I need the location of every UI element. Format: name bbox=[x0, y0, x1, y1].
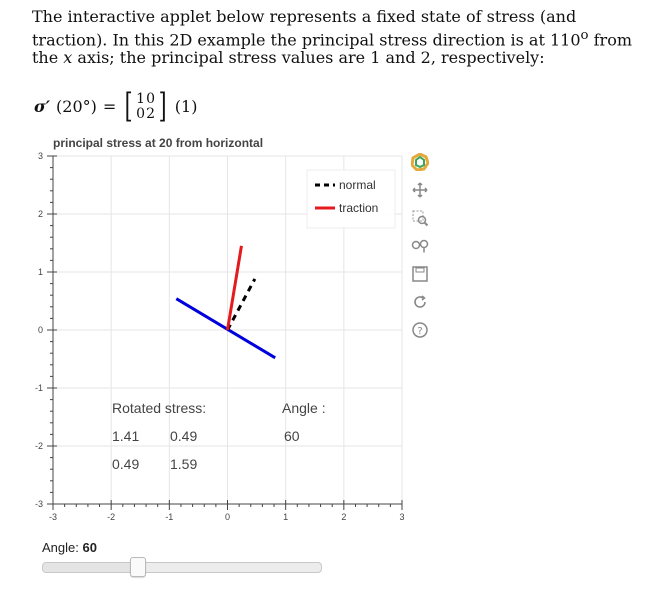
y-tick-label: 1 bbox=[38, 267, 43, 277]
y-tick-label: 3 bbox=[38, 151, 43, 161]
equation-argument: (20°) bbox=[56, 96, 97, 116]
matrix-cell: 2 bbox=[146, 106, 155, 122]
legend-label-normal: normal bbox=[339, 178, 376, 192]
plane-vector bbox=[175, 297, 276, 360]
y-tick-label: 2 bbox=[38, 209, 43, 219]
rotated-stress-value: 0.49 bbox=[170, 428, 197, 444]
matrix-cell: 0 bbox=[136, 106, 145, 122]
equals-sign: = bbox=[102, 96, 117, 116]
sigma-symbol: σ′ bbox=[34, 96, 51, 116]
intro-text-2: from the bbox=[32, 29, 632, 68]
principal-matrix: [ 1 0 0 2 ] bbox=[122, 89, 169, 123]
angle-annotation-label: Angle : bbox=[282, 400, 326, 416]
intro-text-1: The interactive applet below represents … bbox=[32, 7, 581, 49]
rotated-stress-value: 1.41 bbox=[112, 428, 139, 444]
angle-slider-fill bbox=[43, 563, 136, 572]
x-tick-label: 3 bbox=[399, 512, 404, 522]
bokeh-logo-icon[interactable] bbox=[410, 152, 430, 172]
rotated-stress-value: 0.49 bbox=[112, 456, 139, 472]
x-tick-label: 0 bbox=[225, 512, 230, 522]
matrix-cell: 1 bbox=[136, 91, 145, 107]
axis-variable: x bbox=[63, 48, 73, 68]
legend-box bbox=[306, 169, 396, 229]
right-bracket: ] bbox=[158, 86, 167, 126]
stress-equation: σ′ (20°) = [ 1 0 0 2 ] (1) bbox=[34, 86, 197, 126]
left-bracket: [ bbox=[124, 86, 133, 126]
equation-number: (1) bbox=[174, 96, 198, 116]
svg-text:?: ? bbox=[417, 326, 422, 337]
x-tick-label: 2 bbox=[341, 512, 346, 522]
x-tick-label: -3 bbox=[49, 512, 57, 522]
stress-plot[interactable]: -3 -2 -1 0 1 2 3 3 2 1 0 -1 -2 -3 normal traction Rotate… bbox=[0, 140, 460, 530]
x-tick-label: 1 bbox=[283, 512, 288, 522]
y-tick-label: -2 bbox=[35, 441, 43, 451]
angle-slider-handle[interactable] bbox=[130, 557, 146, 577]
y-tick-label: 0 bbox=[38, 325, 43, 335]
x-tick-label: -1 bbox=[165, 512, 173, 522]
box-zoom-icon[interactable] bbox=[410, 208, 430, 228]
rotated-stress-value: 1.59 bbox=[170, 456, 197, 472]
wheel-zoom-icon[interactable] bbox=[410, 236, 430, 256]
help-icon[interactable]: ? bbox=[410, 320, 430, 340]
y-tick-label: -1 bbox=[35, 383, 43, 393]
x-tick-label: -2 bbox=[107, 512, 115, 522]
angle-slider-track[interactable] bbox=[42, 562, 322, 573]
slider-label-text: Angle: bbox=[42, 540, 83, 555]
normal-vector bbox=[226, 278, 257, 331]
traction-vector bbox=[226, 245, 243, 331]
rotated-stress-label: Rotated stress: bbox=[112, 400, 206, 416]
save-icon[interactable] bbox=[410, 264, 430, 284]
slider-label: Angle: 60 bbox=[42, 540, 97, 555]
slider-value: 60 bbox=[82, 540, 97, 555]
plot-title: principal stress at 20 from horizontal bbox=[53, 136, 264, 150]
intro-paragraph: The interactive applet below represents … bbox=[32, 7, 632, 68]
angle-annotation-value: 60 bbox=[284, 428, 300, 444]
matrix-cell: 0 bbox=[146, 91, 155, 107]
reset-icon[interactable] bbox=[410, 292, 430, 312]
y-tick-label: -3 bbox=[35, 499, 43, 509]
pan-icon[interactable] bbox=[410, 180, 430, 200]
legend-label-traction: traction bbox=[339, 201, 378, 215]
plot-toolbar: ? bbox=[402, 152, 438, 362]
intro-text-3: axis; the principal stress values are 1 … bbox=[72, 48, 545, 68]
degree-sup: o bbox=[580, 27, 589, 43]
